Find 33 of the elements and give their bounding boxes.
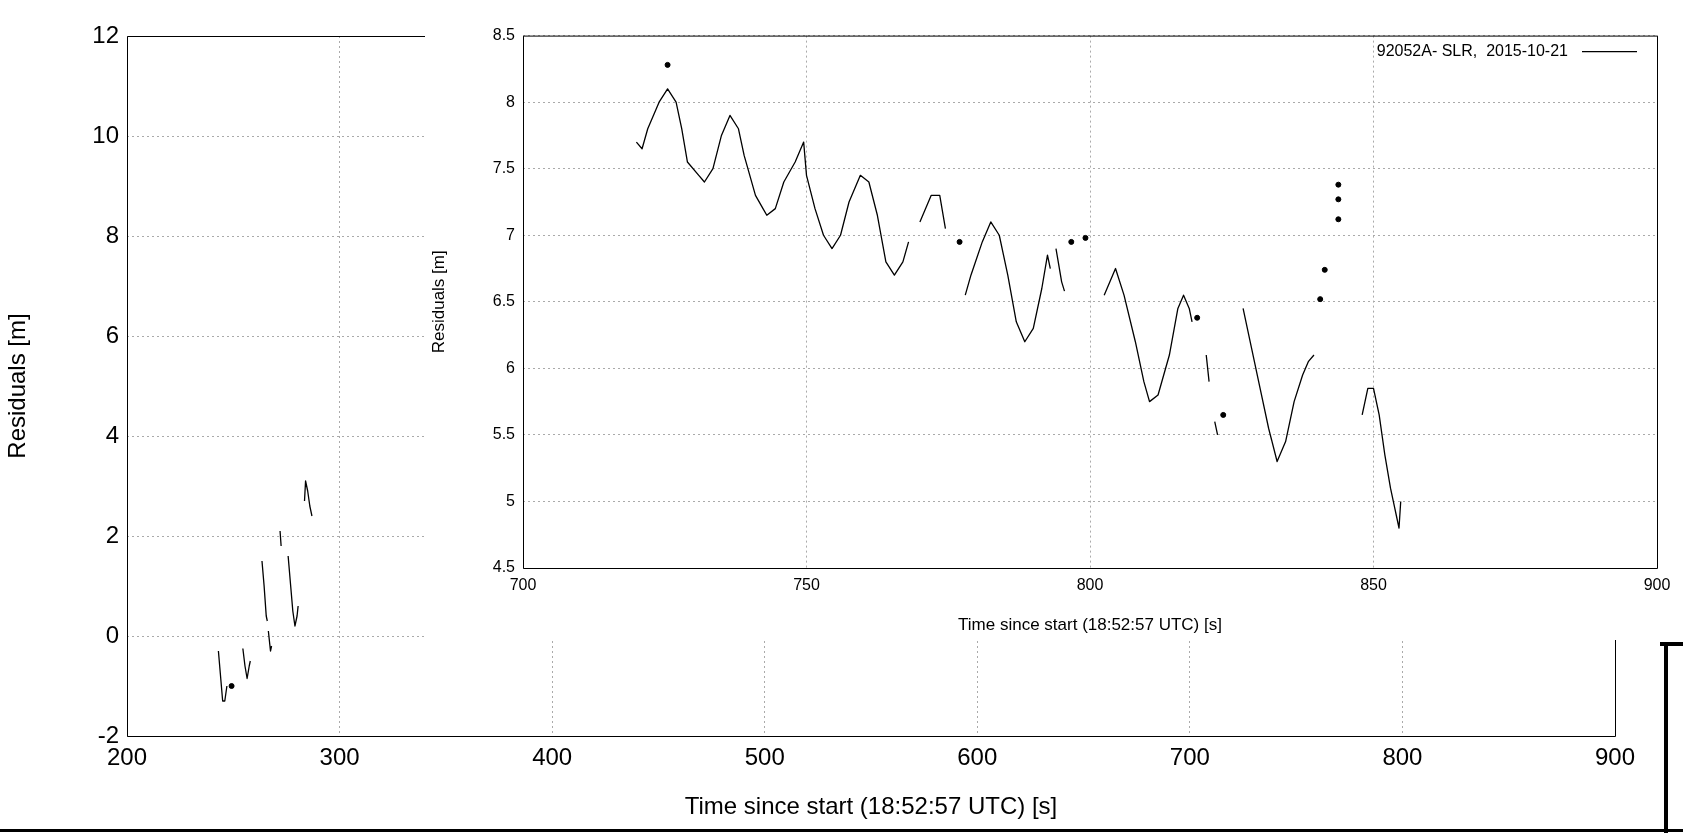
y-tick-label: 6 — [105, 320, 119, 348]
x-tick-label: 800 — [1382, 743, 1423, 771]
y-tick-label: 8 — [105, 220, 119, 248]
y-axis-title: Residuals [m] — [3, 313, 31, 459]
x-tick-label: 900 — [1643, 576, 1671, 594]
x-tick-label: 400 — [532, 743, 573, 771]
y-tick-label: 4.5 — [492, 558, 516, 576]
x-tick-label: 500 — [744, 743, 785, 771]
y-tick-label: 10 — [92, 120, 119, 148]
y-tick-label: 6 — [506, 358, 516, 376]
x-axis-title: Time since start (18:52:57 UTC) [s] — [684, 792, 1058, 820]
y-tick-label: 8.5 — [492, 26, 516, 44]
x-tick-label: 900 — [1594, 743, 1636, 771]
y-tick-label: 6.5 — [492, 292, 516, 310]
y-tick-label: 2 — [105, 520, 119, 548]
x-tick-label: 800 — [1076, 576, 1104, 594]
x-axis-title: Time since start (18:52:57 UTC) [s] — [958, 615, 1222, 635]
x-tick-label: 850 — [1360, 576, 1387, 594]
x-tick-label: 750 — [793, 576, 820, 594]
y-tick-label: 0 — [105, 620, 119, 648]
y-tick-label: 7 — [506, 225, 516, 243]
y-tick-label: 12 — [92, 20, 119, 48]
y-tick-label: 7.5 — [492, 159, 516, 177]
legend-label: 92052A- SLR, 2015-10-21 — [1376, 42, 1569, 60]
y-tick-label: 4 — [105, 420, 119, 448]
y-axis-title: Residuals [m] — [428, 250, 448, 354]
x-tick-label: 700 — [509, 576, 537, 594]
x-tick-label: 300 — [319, 743, 360, 771]
x-tick-label: 700 — [1169, 743, 1210, 771]
x-tick-label: 600 — [957, 743, 998, 771]
y-tick-label: 8 — [506, 92, 516, 110]
y-tick-label: 5.5 — [492, 425, 516, 443]
y-tick-label: 5 — [506, 491, 516, 509]
